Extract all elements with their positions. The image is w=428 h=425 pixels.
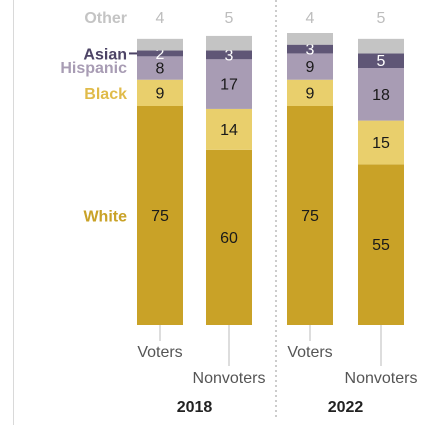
bar-2022-voters-white: [287, 106, 333, 325]
bar-2022-nonvoters-hispanic: [358, 68, 404, 121]
value-label: 3: [306, 42, 315, 59]
bar-2022-nonvoters-other: [358, 38, 404, 54]
series-label-other: Other: [84, 10, 127, 27]
bar-2018-nonvoters-white: [206, 149, 252, 325]
bar-2018-nonvoters-asian: [206, 50, 252, 60]
bar-2018-nonvoters-other: [206, 35, 252, 51]
value-label: 9: [306, 59, 315, 76]
bar-2022-nonvoters-black: [358, 120, 404, 165]
bar-2022-voters-other: [287, 33, 333, 45]
category-label-voters: Voters: [137, 344, 182, 361]
value-label: 18: [372, 87, 390, 104]
value-label: 9: [306, 85, 315, 102]
bar-2018-voters-hispanic: [137, 56, 183, 80]
bar-2022-voters-asian: [287, 44, 333, 54]
category-label-voters: Voters: [287, 344, 332, 361]
value-label: 55: [372, 237, 390, 254]
value-label: 9: [156, 85, 165, 102]
series-label-black: Black: [84, 86, 127, 103]
bar-2022-voters-black: [287, 79, 333, 106]
value-label: 15: [372, 135, 390, 152]
group-label-2018: 2018: [177, 399, 213, 416]
value-label: 5: [377, 53, 386, 70]
value-label: 75: [301, 208, 319, 225]
bar-2022-nonvoters-asian: [358, 53, 404, 69]
bar-2018-voters-other: [137, 38, 183, 51]
value-label: 2: [156, 46, 165, 63]
bar-2022-voters-hispanic: [287, 53, 333, 80]
value-label: 75: [151, 208, 169, 225]
value-label: 4: [306, 10, 315, 27]
value-label: 3: [225, 47, 234, 64]
bar-2018-voters-white: [137, 106, 183, 325]
value-label: 5: [377, 10, 386, 27]
value-label: 4: [156, 10, 165, 27]
bar-2022-nonvoters-white: [358, 164, 404, 325]
left-rule: [13, 0, 14, 425]
value-label: 14: [220, 122, 238, 139]
bar-2018-nonvoters-black: [206, 108, 252, 150]
series-label-hispanic: Hispanic: [60, 60, 127, 77]
series-label-asian: Asian: [83, 46, 127, 63]
category-label-nonvoters: Nonvoters: [345, 370, 418, 387]
series-label-white: White: [83, 209, 127, 226]
bar-2018-voters-black: [137, 79, 183, 106]
value-label: 5: [225, 10, 234, 27]
category-label-nonvoters: Nonvoters: [193, 370, 266, 387]
value-label: 60: [220, 230, 238, 247]
value-label: 17: [220, 77, 238, 94]
bar-2018-nonvoters-hispanic: [206, 59, 252, 109]
value-label: 8: [156, 61, 165, 78]
bar-2018-voters-asian: [137, 50, 183, 57]
group-label-2022: 2022: [328, 399, 364, 416]
